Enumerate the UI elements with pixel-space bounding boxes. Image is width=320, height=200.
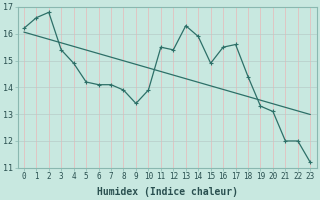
X-axis label: Humidex (Indice chaleur): Humidex (Indice chaleur) [97,186,237,197]
